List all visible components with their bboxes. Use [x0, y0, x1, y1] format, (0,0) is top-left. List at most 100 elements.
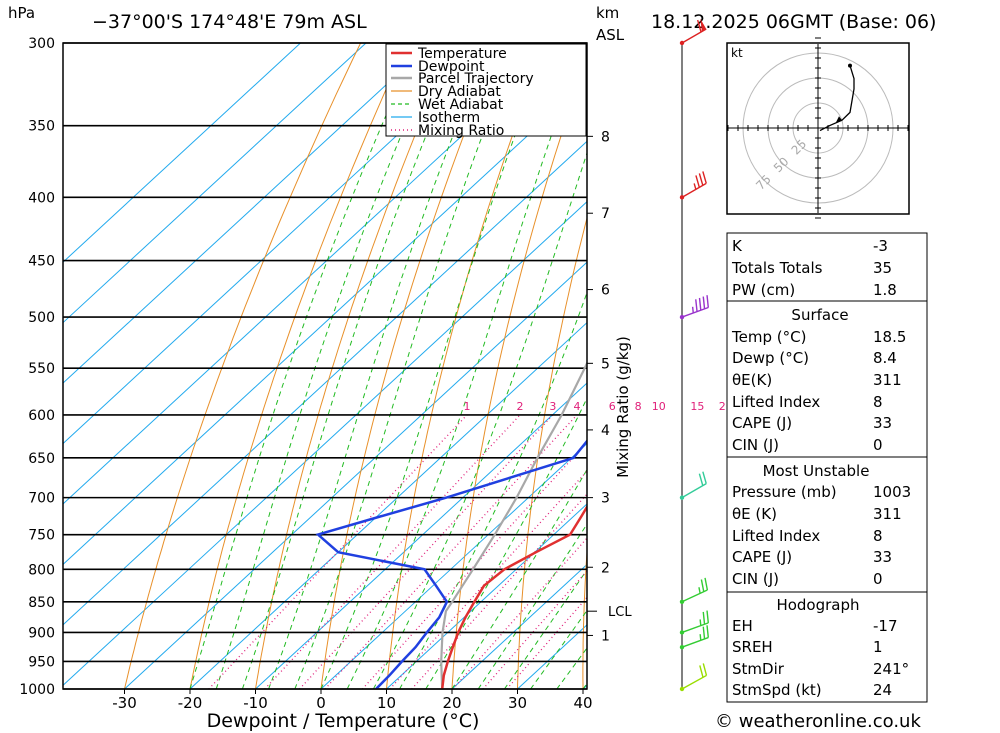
wet-adiabat — [425, 397, 587, 689]
wind-barb-feather — [706, 625, 710, 638]
hodograph-storm-arrow — [836, 116, 842, 123]
wind-barb-staff — [681, 28, 707, 44]
wind-barb-half-feather — [699, 619, 702, 626]
dry-adiabat — [320, 43, 501, 689]
height-tick-label: 2 — [601, 560, 610, 576]
wet-adiabat — [241, 43, 465, 689]
temperature-tick-label: 10 — [377, 694, 396, 712]
pressure-tick-label: 900 — [28, 625, 55, 641]
mu-cape-value: 33 — [873, 548, 892, 566]
mu-cape-label: CAPE (J) — [732, 548, 792, 566]
wind-barb-feather — [698, 173, 704, 186]
copyright-footer: © weatheronline.co.uk — [715, 711, 921, 732]
height-tick-label: 7 — [601, 206, 610, 222]
isotherm — [63, 80, 587, 566]
pressure-tick-label: 300 — [28, 36, 55, 52]
hodograph-unit: kt — [731, 46, 743, 60]
pressure-tick-label: 950 — [28, 654, 55, 670]
isotherm — [63, 43, 301, 263]
wind-barb-feather — [702, 663, 708, 676]
stmdir-value: 241° — [873, 660, 909, 678]
height-ref-label: ASL — [596, 26, 625, 44]
lcl-label: LCL — [608, 605, 632, 620]
mu-li-value: 8 — [873, 527, 883, 545]
isotherm — [386, 503, 587, 689]
indices-box-most-unstable — [726, 456, 928, 593]
mu-pressure-value: 1003 — [873, 483, 911, 501]
surface-dewp-value: 8.4 — [873, 349, 897, 367]
pressure-tick-label: 550 — [28, 361, 55, 377]
height-tick-label: 1 — [601, 628, 610, 644]
wind-barb-feather — [695, 299, 698, 312]
wind-barb-staff — [681, 636, 709, 648]
most-unstable-title: Most Unstable — [763, 462, 870, 480]
isotherm — [255, 382, 587, 689]
plot-frame — [62, 42, 588, 690]
hodograph-title: Hodograph — [776, 596, 859, 614]
wind-barb-feather — [706, 610, 710, 623]
legend-dewpoint: Dewpoint — [418, 59, 485, 75]
wind-barb-feather — [702, 611, 706, 625]
wind-barb-feather — [702, 471, 707, 484]
wind-barb-feather — [698, 473, 704, 486]
height-axis: 1 2 3 4 5 6 7 8 LCL — [587, 129, 632, 644]
height-tick-label: 5 — [601, 356, 610, 372]
pressure-tick-label: 450 — [28, 254, 55, 270]
legend-parcel: Parcel Trajectory — [418, 71, 534, 87]
legend-wet-adiabat: Wet Adiabat — [418, 97, 504, 113]
dry-adiabat — [124, 43, 362, 689]
isotherm — [124, 261, 587, 689]
isotherm — [63, 140, 587, 626]
surface-thetae-value: 311 — [873, 371, 902, 389]
wind-barb-feather — [704, 577, 709, 591]
mu-pressure-label: Pressure (mb) — [732, 483, 837, 501]
surface-cape-label: CAPE (J) — [732, 414, 792, 432]
pw-label: PW (cm) — [732, 281, 795, 299]
wind-barb-half-feather — [691, 306, 694, 314]
surface-cin-value: 0 — [873, 436, 883, 454]
pressure-tick-label: 1000 — [19, 682, 55, 698]
wind-barb-feather — [696, 19, 702, 33]
wind-barb — [679, 625, 710, 650]
totals-totals-label: Totals Totals — [731, 259, 823, 277]
hodograph-trace — [819, 65, 855, 132]
wind-barb — [679, 471, 707, 500]
pressure-tick-label: 350 — [28, 119, 55, 135]
dewpoint-line — [315, 439, 587, 689]
hodograph-top-point — [848, 63, 852, 68]
wind-barb-feather — [702, 626, 706, 640]
wet-adiabat — [189, 43, 419, 689]
surface-temp-label: Temp (°C) — [731, 328, 806, 346]
wind-barb-feather — [699, 665, 704, 678]
mixing-ratio-labels: 12346810152025 — [463, 400, 755, 413]
pressure-axis-labels: 300 350 400 450 500 550 600 650 700 750 800 850 900 9… — [19, 36, 55, 698]
wet-adiabat — [530, 609, 587, 689]
wind-barb-staff — [681, 182, 707, 198]
wind-barb — [679, 610, 710, 635]
stmspd-value: 24 — [873, 681, 892, 699]
eh-value: -17 — [873, 617, 898, 635]
surface-thetae-label: θE(K) — [732, 371, 772, 389]
wet-adiabat — [215, 43, 442, 689]
wind-barb-staff — [681, 674, 707, 690]
temperature-tick-label: 20 — [442, 694, 461, 712]
pressure-unit-label: hPa — [8, 4, 35, 22]
indices-box-surface — [726, 300, 928, 458]
indices-table: K -3 Totals Totals 35 PW (cm) 1.8 Surfac… — [726, 232, 928, 703]
location-title: −37°00'S 174°48'E 79m ASL — [92, 11, 367, 33]
isobars — [63, 42, 587, 690]
sreh-label: SREH — [732, 638, 773, 656]
wet-adiabat — [503, 568, 587, 689]
mixing-ratio-value-label: 1 — [463, 400, 470, 413]
mu-li-label: Lifted Index — [732, 527, 820, 545]
mixing-ratio-value-label: 15 — [690, 400, 704, 413]
parcel-trajectory-line — [440, 360, 587, 689]
indices-box-general — [726, 232, 928, 302]
dry-adiabat — [582, 544, 587, 689]
mu-cin-value: 0 — [873, 570, 883, 588]
wind-barb-half-feather — [698, 587, 701, 594]
k-index-label: K — [732, 237, 743, 255]
wind-barb-staff — [681, 306, 709, 318]
